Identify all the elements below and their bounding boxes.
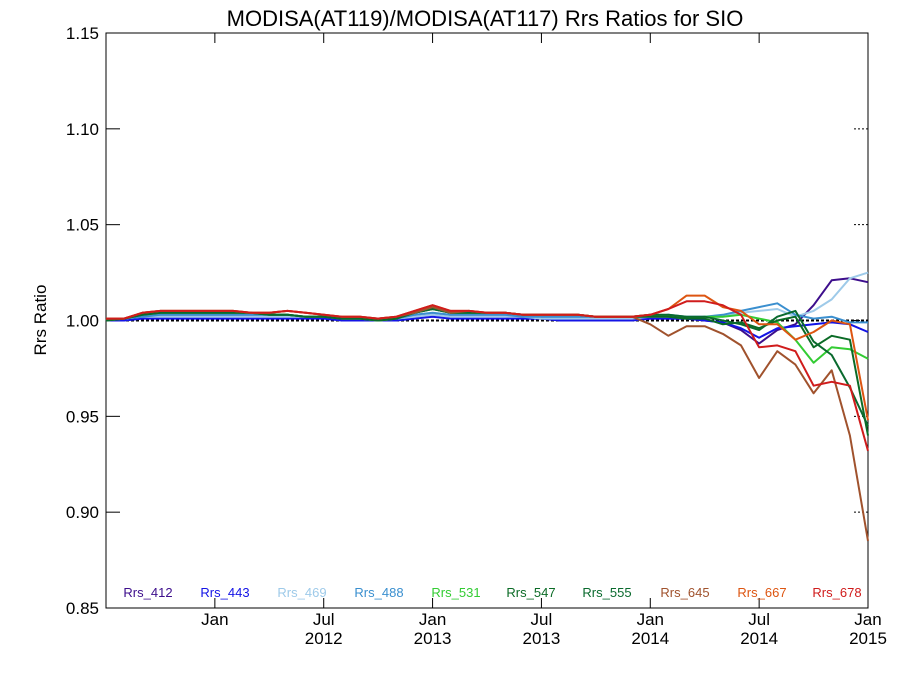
- x-tick-year-label: 2012: [305, 629, 343, 648]
- x-tick-year-label: 2014: [631, 629, 669, 648]
- y-tick-label: 1.15: [66, 24, 99, 43]
- x-tick-year-label: 2014: [740, 629, 778, 648]
- y-tick-label: 1.05: [66, 216, 99, 235]
- x-tick-year-label: 2015: [849, 629, 887, 648]
- legend-entry-rrs-547: Rrs_547: [506, 585, 555, 600]
- x-tick-label: Jul: [531, 610, 553, 629]
- chart-title: MODISA(AT119)/MODISA(AT117) Rrs Ratios f…: [227, 6, 744, 31]
- series-line-rrs-469: [105, 271, 869, 322]
- legend-entry-rrs-667: Rrs_667: [737, 585, 786, 600]
- series-lines: [105, 271, 869, 542]
- legend-entry-rrs-555: Rrs_555: [582, 585, 631, 600]
- legend-entry-rrs-412: Rrs_412: [123, 585, 172, 600]
- y-tick-label: 0.85: [66, 599, 99, 618]
- legend-entry-rrs-645: Rrs_645: [660, 585, 709, 600]
- x-tick-label: Jan: [201, 610, 228, 629]
- x-axis-ticks: Jan Jul2012Jan2013Jul2013Jan2014Jul2014Ja…: [201, 33, 887, 648]
- x-tick-year-label: 2013: [414, 629, 452, 648]
- legend-entry-rrs-443: Rrs_443: [200, 585, 249, 600]
- x-tick-label: Jan: [419, 610, 446, 629]
- x-tick-label: Jul: [748, 610, 770, 629]
- y-tick-label: 1.10: [66, 120, 99, 139]
- legend-entry-rrs-531: Rrs_531: [431, 585, 480, 600]
- series-line-rrs-645: [106, 306, 869, 542]
- legend-entry-rrs-488: Rrs_488: [354, 585, 403, 600]
- y-axis-label: Rrs Ratio: [31, 285, 50, 356]
- y-tick-label: 0.90: [66, 503, 99, 522]
- x-tick-label: Jul: [313, 610, 335, 629]
- legend-entry-rrs-678: Rrs_678: [812, 585, 861, 600]
- x-tick-label: Jan: [854, 610, 881, 629]
- y-axis-ticks: 0.85 0.90 0.95 1.00 1.05 1.10 1.15: [66, 24, 868, 618]
- legend: Rrs_412 Rrs_443 Rrs_469 Rrs_488 Rrs_531 Rrs_5…: [123, 585, 861, 600]
- legend-entry-rrs-469: Rrs_469: [277, 585, 326, 600]
- series-line-rrs-678: [106, 300, 869, 452]
- y-tick-label: 0.95: [66, 407, 99, 426]
- x-tick-label: Jan: [637, 610, 664, 629]
- x-tick-year-label: 2013: [523, 629, 561, 648]
- series-line-rrs-443: [106, 315, 869, 339]
- y-tick-label: 1.00: [66, 312, 99, 331]
